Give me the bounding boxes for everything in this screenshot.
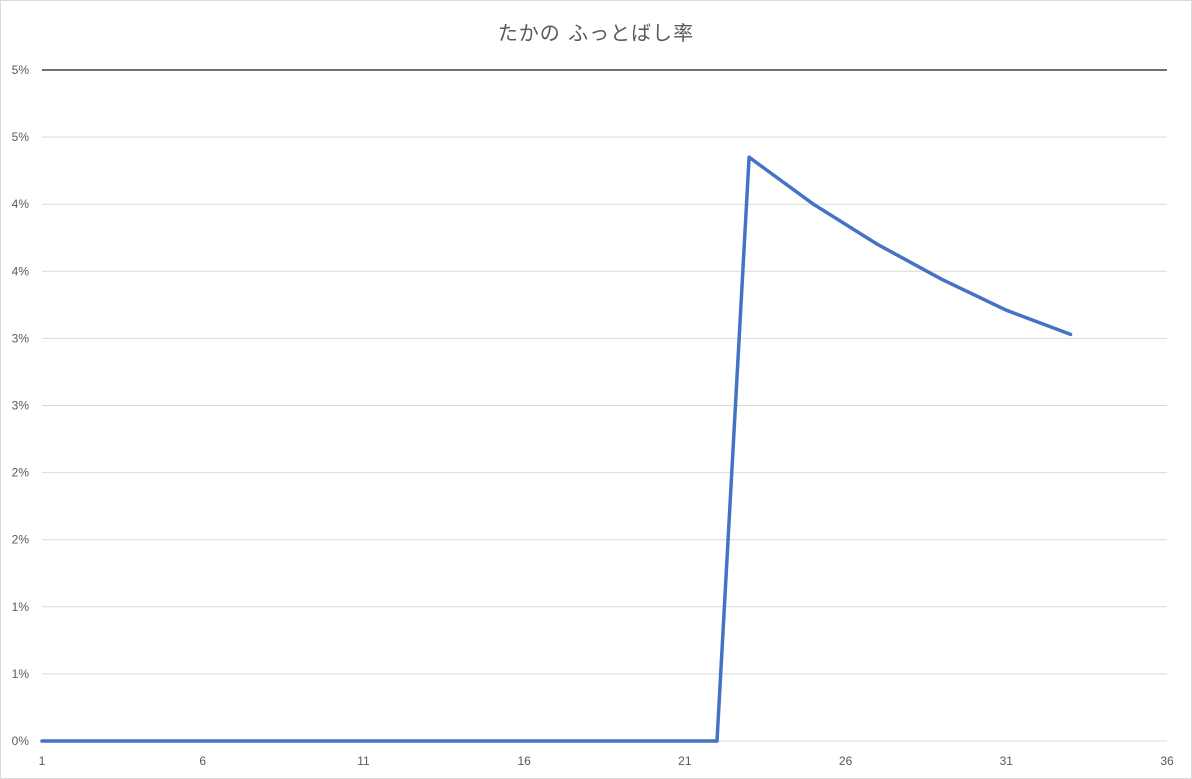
x-tick-label: 16 [517, 754, 531, 768]
x-tick-label: 1 [39, 754, 46, 768]
y-tick-label: 1% [12, 667, 30, 681]
x-tick-label: 31 [1000, 754, 1014, 768]
y-tick-label: 3% [12, 399, 30, 413]
x-tick-label: 36 [1160, 754, 1174, 768]
y-tick-label: 2% [12, 533, 30, 547]
x-tick-label: 26 [839, 754, 853, 768]
x-tick-label: 11 [357, 754, 370, 768]
y-tick-label: 2% [12, 466, 30, 480]
y-tick-label: 5% [12, 130, 30, 144]
y-tick-label: 3% [12, 331, 30, 345]
x-tick-label: 6 [199, 754, 206, 768]
chart-title: たかの ふっとばし率 [497, 21, 695, 45]
y-tick-label: 4% [12, 197, 30, 211]
x-tick-label: 21 [678, 754, 692, 768]
y-tick-label: 0% [12, 734, 30, 748]
y-tick-label: 1% [12, 600, 30, 614]
y-tick-label: 4% [12, 264, 30, 278]
series-line [40, 155, 1073, 743]
y-tick-label: 5% [12, 63, 30, 77]
